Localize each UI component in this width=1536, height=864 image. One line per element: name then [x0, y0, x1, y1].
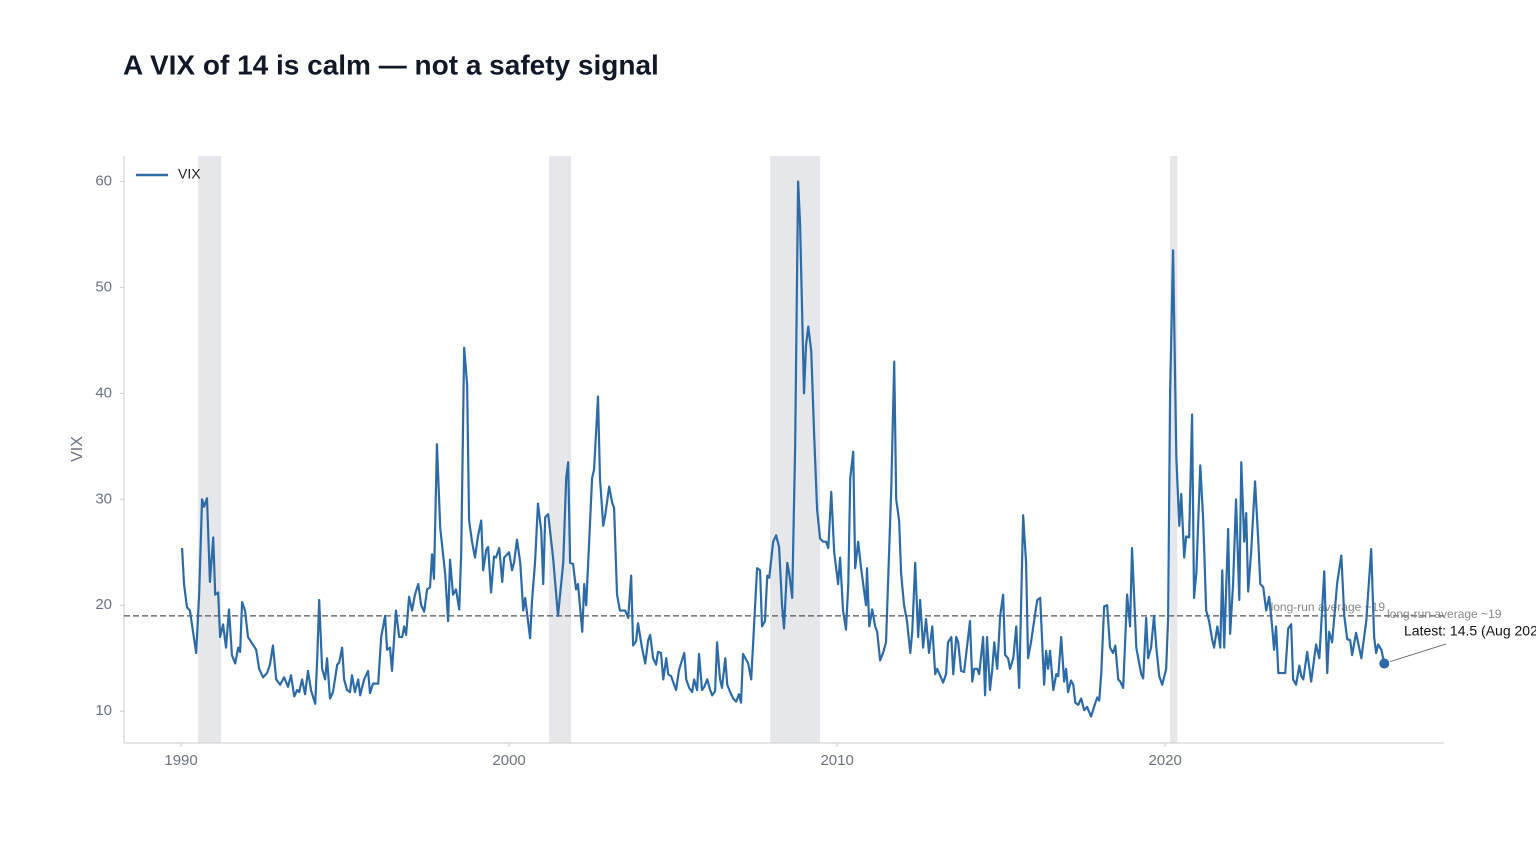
x-tick-label: 2020 [1148, 752, 1181, 769]
y-tick-label: 60 [95, 172, 112, 189]
chart-title: A VIX of 14 is calm — not a safety signa… [123, 49, 659, 80]
average-label: long-run average ~19 [1387, 607, 1502, 621]
y-axis-label: VIX [69, 436, 86, 462]
y-tick-label: 40 [95, 384, 112, 401]
y-tick-label: 30 [95, 490, 112, 507]
annotation-arrow [1390, 643, 1447, 662]
latest-point [1379, 658, 1390, 669]
y-tick-label: 10 [95, 702, 112, 719]
shaded-range [549, 156, 572, 743]
shaded-range [1170, 156, 1178, 743]
y-tick-label: 20 [95, 596, 112, 613]
x-tick-label: 2000 [492, 752, 525, 769]
shaded-range [198, 156, 222, 743]
average-label: long-run average ~19 [1271, 600, 1386, 614]
latest-annotation: Latest: 14.5 (Aug 2026) [1404, 623, 1536, 639]
x-tick-label: 2010 [820, 752, 853, 769]
series-line [180, 180, 1386, 718]
x-tick-label: 1990 [164, 752, 197, 769]
legend-label: VIX [178, 166, 201, 182]
y-tick-label: 50 [95, 278, 112, 295]
